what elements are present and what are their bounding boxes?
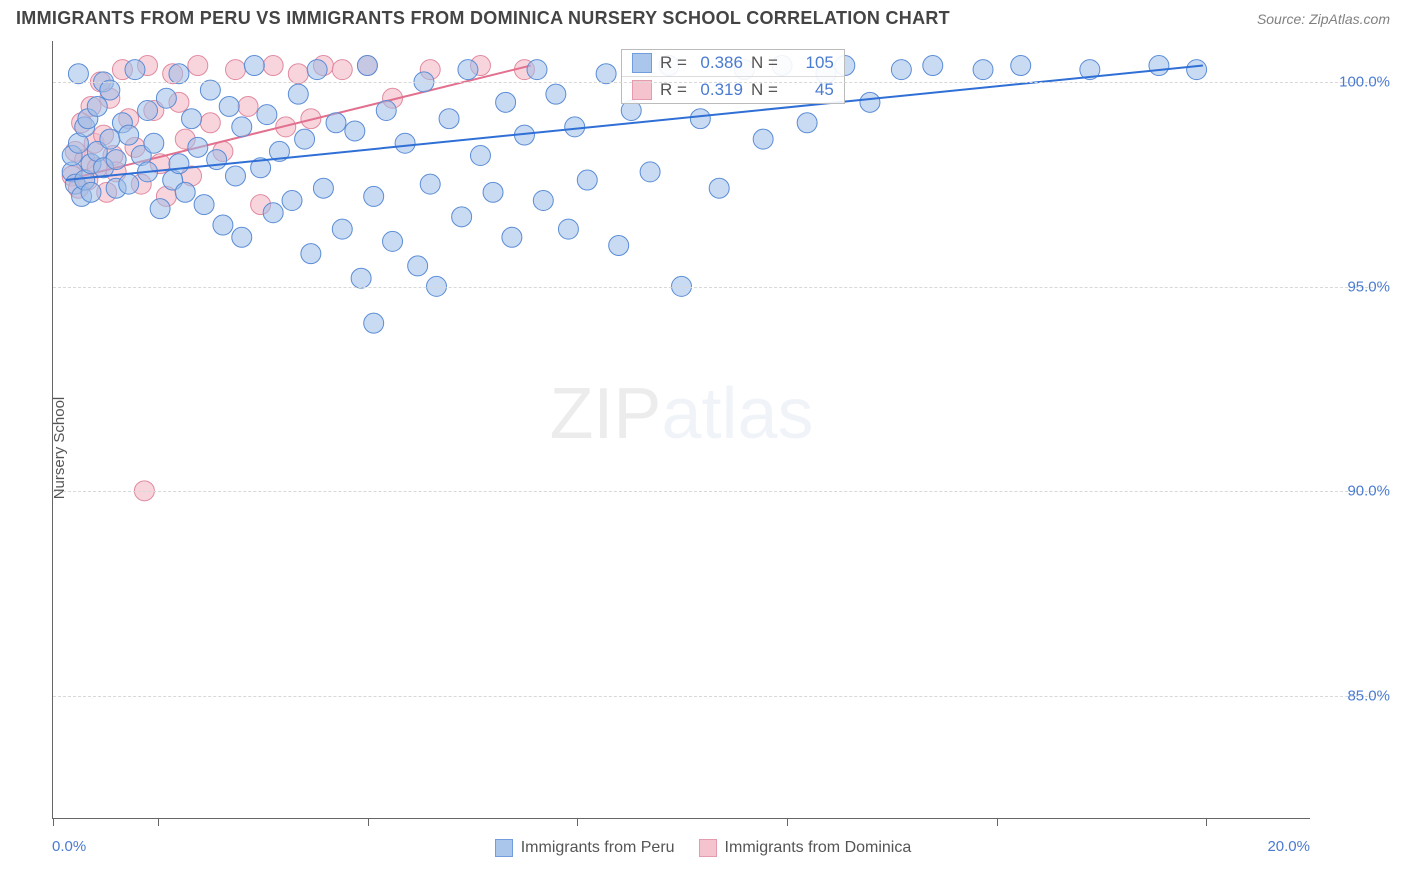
legend-label-peru: Immigrants from Peru <box>521 839 675 857</box>
stats-swatch-peru <box>632 53 652 73</box>
stats-r-dominica: 0.319 <box>695 80 743 100</box>
bottom-legend: Immigrants from Peru Immigrants from Dom… <box>0 839 1406 857</box>
legend-swatch-peru <box>495 839 513 857</box>
legend-item-dominica: Immigrants from Dominica <box>699 839 912 857</box>
chart-container: Nursery School ZIPatlas R = 0.386 N = 10… <box>0 33 1406 863</box>
stats-n-peru: 105 <box>786 53 834 73</box>
y-tick-label: 85.0% <box>1347 688 1390 705</box>
legend-label-dominica: Immigrants from Dominica <box>725 839 912 857</box>
stats-row-peru: R = 0.386 N = 105 <box>622 50 844 76</box>
y-tick-label: 95.0% <box>1347 278 1390 295</box>
stats-r-peru: 0.386 <box>695 53 743 73</box>
y-tick-label: 90.0% <box>1347 483 1390 500</box>
stats-row-dominica: R = 0.319 N = 45 <box>622 76 844 103</box>
source-credit: Source: ZipAtlas.com <box>1257 11 1390 27</box>
stats-n-dominica: 45 <box>786 80 834 100</box>
legend-swatch-dominica <box>699 839 717 857</box>
legend-item-peru: Immigrants from Peru <box>495 839 675 857</box>
stats-r-label: R = <box>660 53 687 73</box>
stats-legend-box: R = 0.386 N = 105 R = 0.319 N = 45 <box>621 49 845 104</box>
plot-svg <box>53 41 1310 818</box>
plot-area: ZIPatlas R = 0.386 N = 105 R = 0.319 N =… <box>52 41 1310 819</box>
y-tick-label: 100.0% <box>1339 73 1390 90</box>
stats-n-label: N = <box>751 53 778 73</box>
stats-swatch-dominica <box>632 80 652 100</box>
chart-title: IMMIGRANTS FROM PERU VS IMMIGRANTS FROM … <box>16 8 950 29</box>
stats-n-label: N = <box>751 80 778 100</box>
stats-r-label: R = <box>660 80 687 100</box>
